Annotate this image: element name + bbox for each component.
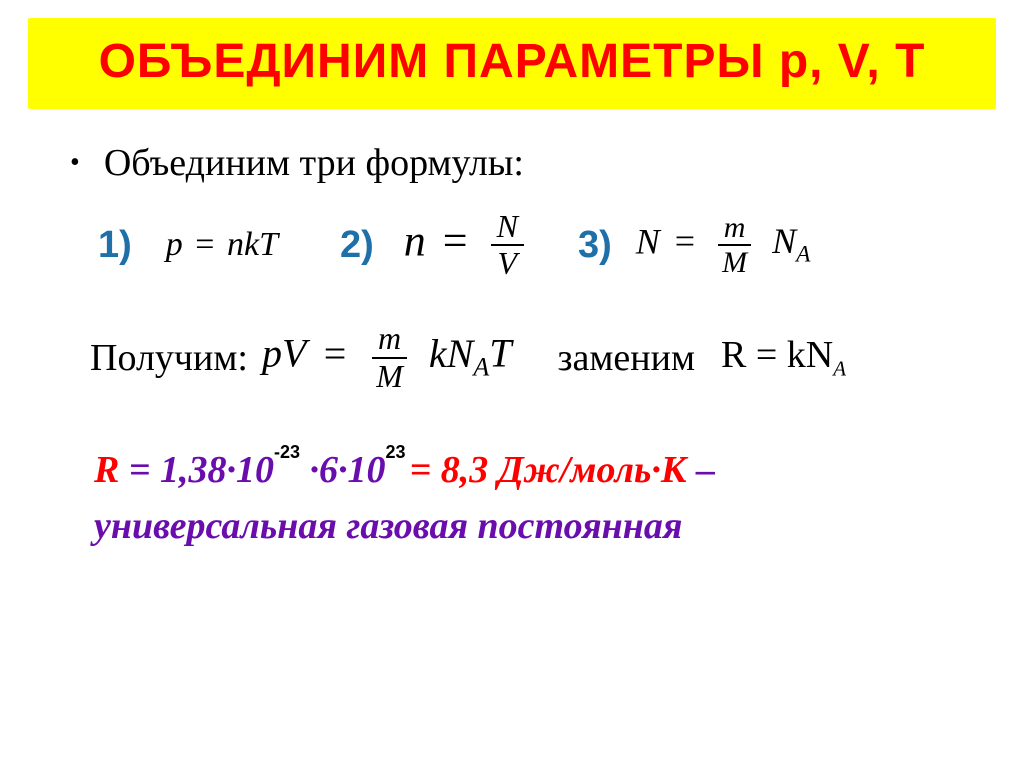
f3-den: M: [716, 246, 753, 279]
f3-frac: m M: [716, 211, 753, 279]
f1-rhs: nkT: [227, 226, 278, 263]
bullet-icon: •: [70, 147, 80, 179]
f2-frac: N V: [491, 209, 524, 281]
rdef-sub: A: [833, 357, 846, 381]
r-definition: R = kNA: [721, 333, 846, 382]
res-lhs: pV: [262, 331, 306, 376]
label-3: 3): [578, 224, 612, 267]
slide-title: ОБЪЕДИНИМ ПАРАМЕТРЫ p, V, T: [48, 34, 976, 89]
const-desc: универсальная газовая постоянная: [94, 505, 682, 547]
f3-num: m: [718, 211, 752, 246]
f2-den: V: [492, 246, 524, 281]
res-tail: T: [489, 331, 511, 376]
const-mid: ·6·10: [300, 449, 386, 491]
const-exp1: -23: [274, 442, 300, 462]
const-dash: –: [687, 449, 716, 491]
bullet-line: • Объединим три формулы:: [42, 141, 982, 185]
const-eq1: = 1,38·10: [119, 449, 274, 491]
f2-num: N: [491, 209, 524, 246]
f2-lhs: n: [404, 216, 426, 265]
result-lead: Получим:: [90, 336, 248, 380]
f3-tail-sub: A: [796, 242, 810, 268]
f3-eq: =: [675, 221, 695, 261]
title-bar: ОБЪЕДИНИМ ПАРАМЕТРЫ p, V, T: [28, 18, 996, 109]
rdef-main: R = kN: [721, 334, 833, 376]
constant-row-2: универсальная газовая постоянная: [42, 504, 982, 548]
formula-3: N = m M NA: [636, 211, 811, 279]
formula-1: p = nkT: [166, 226, 278, 264]
result-row: Получим: pV = m M kNAT заменим R = kNA: [42, 321, 982, 393]
res-mid: kN: [429, 331, 473, 376]
const-R: R: [94, 449, 119, 491]
res-den: M: [370, 359, 409, 394]
formula-2: n = N V: [404, 209, 530, 281]
bullet-text: Объединим три формулы:: [104, 141, 524, 185]
res-frac: m M: [370, 321, 409, 393]
f1-lhs: p: [166, 226, 183, 263]
res-mid-sub: A: [473, 353, 489, 382]
label-1: 1): [98, 224, 132, 267]
const-exp2: 23: [386, 442, 406, 462]
f3-lhs: N: [636, 221, 660, 261]
constant-row: R = 1,38·10-23 ·6·1023= 8,3 Дж/моль·К –: [42, 450, 982, 492]
f2-eq: =: [443, 216, 468, 265]
label-2: 2): [340, 224, 374, 267]
content-area: • Объединим три формулы: 1) p = nkT 2) n…: [28, 109, 996, 548]
res-eq: =: [324, 331, 347, 376]
f1-eq: =: [195, 226, 214, 263]
replace-text: заменим: [557, 336, 695, 380]
const-val: = 8,3 Дж/моль·К: [410, 449, 687, 491]
formulas-row: 1) p = nkT 2) n = N V 3) N = m: [42, 209, 982, 281]
res-num: m: [372, 321, 407, 358]
slide: ОБЪЕДИНИМ ПАРАМЕТРЫ p, V, T • Объединим …: [0, 0, 1024, 767]
f3-tail: N: [772, 221, 796, 261]
result-formula: pV = m M kNAT: [262, 321, 512, 393]
